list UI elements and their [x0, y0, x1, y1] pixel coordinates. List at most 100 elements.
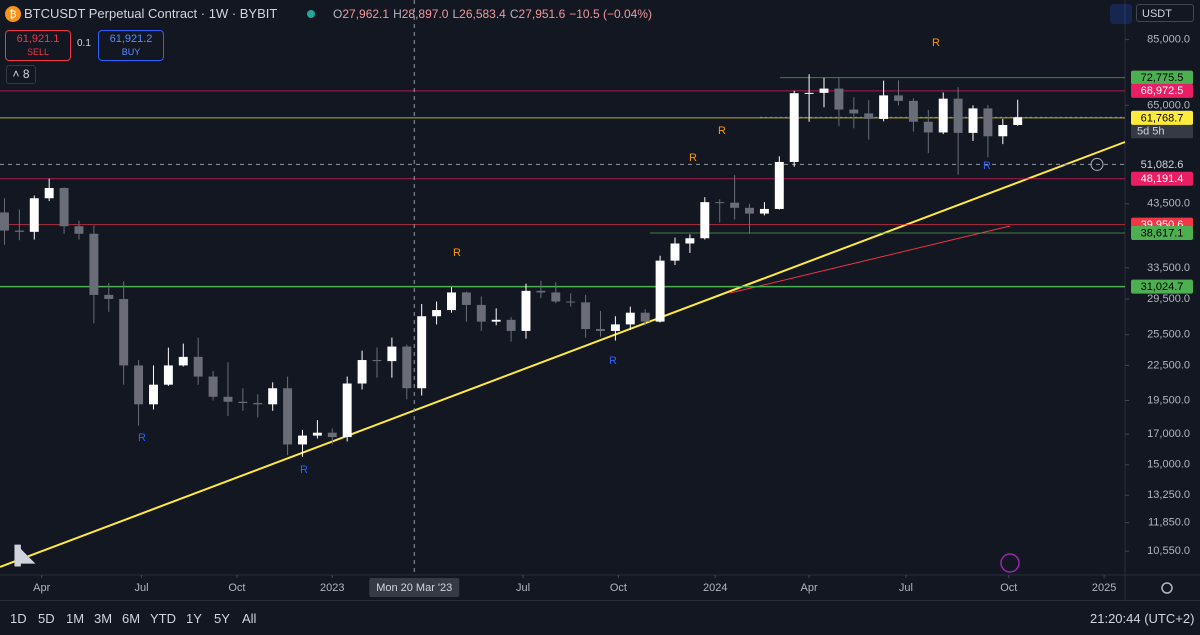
candle-body [804, 92, 814, 94]
candle-body [298, 435, 307, 445]
crosshair-y-tag [1131, 157, 1193, 172]
crosshair-x-tag [369, 578, 460, 597]
symbol[interactable]: BTCUSDT Perpetual Contract · 1W · BYBIT [24, 6, 278, 21]
candle-body [402, 346, 412, 389]
sell-label: SELL [26, 47, 50, 57]
candle-body [14, 230, 24, 232]
candle-body [596, 329, 605, 331]
candle-body [700, 202, 710, 239]
signal-label: R [453, 247, 461, 259]
sell-button[interactable]: 61,921.1 SELL [5, 30, 71, 61]
crosshair-x-label: Mon 20 Mar '23 [376, 582, 452, 594]
ohlc-key: H [393, 7, 402, 21]
price-tag-label: 38,617.1 [1141, 227, 1184, 239]
logo: ₿ [5, 6, 21, 22]
candle-body [387, 346, 397, 362]
y-tick-label: 10,550.0 [1147, 545, 1190, 557]
price-tag-label: 31,024.7 [1141, 281, 1184, 293]
candle-body [89, 233, 99, 295]
qty: 0.1 [77, 38, 91, 49]
range-button[interactable]: YTD [150, 611, 176, 626]
candle-body [923, 121, 933, 133]
range-button[interactable]: 1M [66, 611, 85, 626]
candle-body [610, 324, 620, 331]
candle-body [745, 207, 754, 214]
candle-body [104, 294, 114, 300]
candle-body [894, 95, 903, 101]
candle-body [983, 108, 993, 137]
candle-body [44, 187, 54, 199]
y-tick-label: 13,250.0 [1147, 489, 1190, 501]
candle-body [432, 310, 442, 317]
trendline [0, 141, 1126, 568]
y-tick-label: 43,500.0 [1147, 198, 1190, 210]
candle-body [670, 243, 680, 261]
candle-body [819, 88, 829, 93]
trendline [729, 225, 1011, 294]
candle-body [834, 88, 844, 110]
y-tick-label: 17,000.0 [1147, 428, 1190, 440]
range-button[interactable]: 5Y [214, 611, 230, 626]
currency-select[interactable]: USDT [1136, 4, 1194, 22]
signal-label: R [718, 125, 726, 137]
add-alert[interactable] [1090, 157, 1104, 171]
indicators-toggle[interactable]: ˄ 8 [6, 65, 36, 84]
range-button[interactable]: 3M [94, 611, 113, 626]
x-tick-label: 2023 [320, 582, 344, 594]
countdown: 5d 5h [1137, 126, 1165, 138]
ohlc-value: 27,962.1 [342, 7, 390, 21]
layout-button[interactable] [1110, 4, 1132, 24]
range-button[interactable]: 6M [122, 611, 141, 626]
candle-body [74, 226, 84, 234]
buy-label: BUY [121, 47, 141, 57]
candle-body [119, 299, 129, 366]
x-tick-label: Oct [228, 582, 245, 594]
crosshair-y-label: 51,082.6 [1141, 159, 1184, 171]
candle-body [0, 212, 9, 231]
candle-body [461, 292, 471, 305]
settings[interactable] [1161, 582, 1173, 594]
price-axis [1125, 0, 1200, 600]
y-tick-label: 29,500.0 [1147, 293, 1190, 305]
candle-body [312, 432, 322, 436]
price-tag-label: 61,768.7 [1141, 112, 1184, 124]
candle-body [715, 202, 725, 204]
candle-body [774, 161, 784, 209]
candle-body [551, 292, 561, 302]
candle-body [566, 301, 576, 303]
candle-body [521, 290, 531, 331]
y-tick-label: 22,500.0 [1147, 359, 1190, 371]
x-tick-label: Oct [1000, 582, 1017, 594]
status-dot [307, 10, 315, 18]
x-tick-label: Oct [610, 582, 627, 594]
candle-body [759, 208, 769, 214]
range-button[interactable]: 5D [38, 611, 55, 626]
candle-body [208, 376, 218, 397]
candle-body [417, 316, 427, 389]
price-tag [1131, 70, 1193, 85]
buy-button[interactable]: 61,921.2 BUY [98, 30, 164, 61]
range-button[interactable]: 1D [10, 611, 27, 626]
candle-body [178, 356, 188, 366]
x-tick-label: 2025 [1092, 582, 1116, 594]
range-button[interactable]: All [242, 611, 257, 626]
candle-body [506, 319, 516, 331]
price-tag [1131, 171, 1193, 186]
price-tag-label: 68,972.5 [1141, 85, 1184, 97]
ohlc-key: C [509, 7, 519, 21]
x-tick-label: Apr [33, 582, 50, 594]
candle-body [581, 302, 591, 330]
candle-body [253, 403, 263, 405]
candle-body [938, 98, 948, 133]
price-tag [1131, 226, 1193, 241]
chart: R R R R R R R R 85,000.0 65,000.0 43,500.0 33,500.0… [0, 0, 1200, 600]
signal-label: R [689, 152, 697, 164]
candle-body [1013, 117, 1023, 125]
indicators-count: 8 [22, 67, 30, 81]
candle-body [372, 360, 382, 362]
candle-body [59, 187, 69, 227]
candle-body [849, 109, 859, 114]
range-button[interactable]: 1Y [186, 611, 202, 626]
candle-body [327, 432, 337, 438]
